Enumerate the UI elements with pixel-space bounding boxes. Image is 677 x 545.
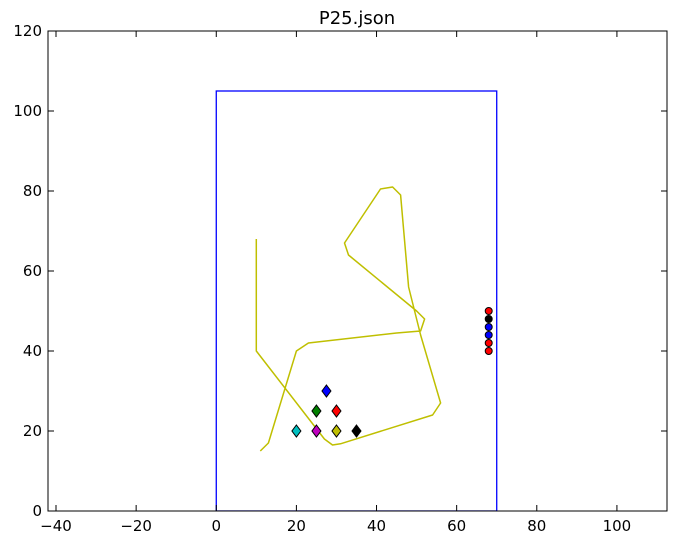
circle-marker (484, 339, 493, 347)
circle-marker (484, 323, 493, 331)
axis-ticks: −40 −20 0 20 40 60 80 100 0 20 40 60 80 100 120 (13, 22, 667, 535)
trajectory-line (255, 186, 442, 452)
circle-marker (484, 315, 493, 323)
x-tick-label: −20 (120, 517, 152, 535)
circle-marker (484, 307, 493, 315)
y-tick-label: 80 (23, 182, 42, 200)
x-tick-label: 40 (367, 517, 386, 535)
x-tick-label: 80 (527, 517, 546, 535)
diamond-marker (311, 424, 322, 438)
x-tick-label: 20 (287, 517, 306, 535)
chart-title: P25.json (319, 8, 395, 29)
x-tick-label: 0 (211, 517, 221, 535)
diamond-marker (351, 424, 362, 438)
x-tick-label: 60 (447, 517, 466, 535)
x-tick-label: −40 (40, 517, 72, 535)
diamond-marker (291, 424, 302, 438)
diamond-marker (311, 404, 322, 418)
diamond-marker (321, 384, 332, 398)
circle-marker (484, 331, 493, 339)
diamond-marker (331, 404, 342, 418)
y-tick-label: 120 (13, 22, 42, 40)
y-tick-label: 0 (32, 502, 42, 520)
diamond-marker (331, 424, 342, 438)
plot-area (215, 90, 498, 511)
y-tick-label: 40 (23, 342, 42, 360)
y-tick-label: 100 (13, 102, 42, 120)
y-tick-label: 20 (23, 422, 42, 440)
circle-marker (484, 347, 493, 355)
y-tick-label: 60 (23, 262, 42, 280)
field-boundary (215, 90, 498, 511)
x-tick-label: 100 (603, 517, 632, 535)
